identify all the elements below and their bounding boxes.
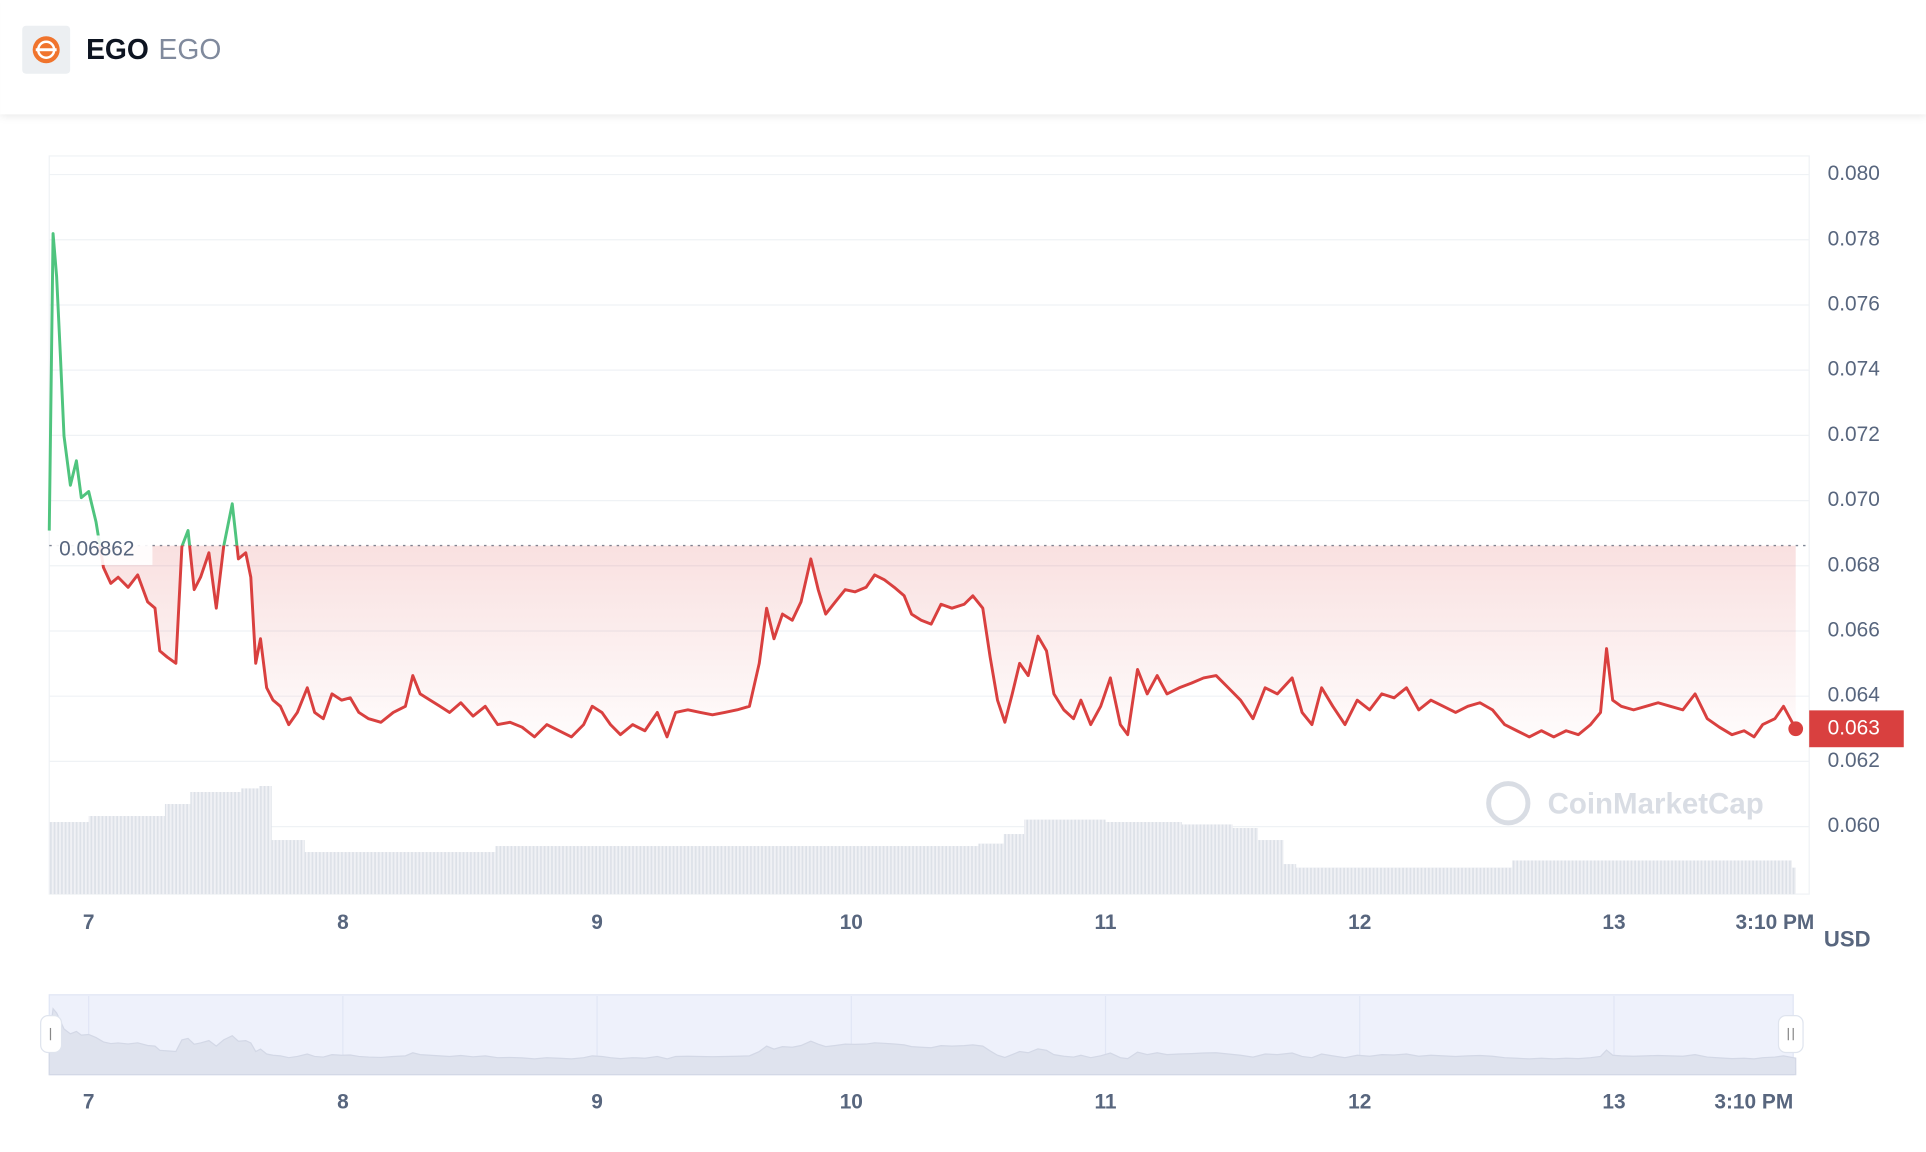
volume-bar-texture [1232,828,1259,895]
y-tick-label: 0.080 [1828,162,1880,185]
volume-bar-texture [978,843,1004,895]
last-point [1788,721,1804,737]
volume-bar-texture [495,846,598,895]
volume-bar-texture [724,846,852,895]
coin-logo-bar [35,48,57,52]
y-tick-label: 0.064 [1828,684,1880,707]
volume-bar-texture [164,804,191,895]
navigator-tick-label: 13 [1602,1090,1625,1113]
volume-bar-texture [1003,834,1025,895]
volume-bar-texture [1359,867,1487,895]
navigator-tick-label: 11 [1094,1090,1116,1113]
volume-bar-texture [1296,867,1360,895]
navigator-tick-label: 9 [591,1090,603,1113]
y-tick-label: 0.078 [1828,227,1880,250]
volume-bar-texture [190,792,242,895]
navigator-tick-label: 10 [840,1090,863,1113]
navigator-tick-label: 8 [337,1090,349,1113]
volume-bar-texture [469,852,496,895]
currency-label: USD [1824,927,1871,952]
x-tick-label: 9 [591,911,603,934]
volume-bar-texture [49,822,89,895]
reference-label-bg [54,535,153,565]
x-tick-label: 10 [840,911,863,934]
price-badge [1809,710,1904,748]
navigator-handle [1777,1015,1804,1054]
y-tick-label: 0.070 [1828,488,1880,511]
price-badge-label: 0.063 [1828,716,1880,739]
volume-bar-texture [1512,860,1614,895]
navigator-tick-label: 12 [1348,1090,1371,1113]
coin-name: EGO [86,33,149,65]
volume-bar-texture [342,852,470,895]
y-tick-label: 0.066 [1828,619,1880,642]
price-area [49,545,1796,737]
x-tick-label: 13 [1602,911,1625,934]
y-tick-label: 0.062 [1828,749,1880,772]
volume-bar-texture [1613,860,1742,895]
volume-bar-texture [88,816,165,895]
volume-bar-texture [241,788,259,895]
volume-bar-texture [1486,867,1513,895]
y-tick-label: 0.074 [1828,358,1880,381]
navigator-tick-label: 7 [83,1090,95,1113]
plot-frame [48,155,1810,895]
price-line [47,232,1797,739]
volume-bar-texture [1283,864,1297,895]
y-tick-label: 0.076 [1828,292,1880,315]
header-bar [0,0,1926,115]
x-tick-label: 11 [1094,911,1116,934]
volume-bar-texture [1791,867,1796,895]
volume-bar-texture [851,846,979,895]
navigator-tick-label: 3:10 PM [1714,1090,1793,1113]
x-tick-label: 7 [83,911,95,934]
watermark-text: CoinMarketCap [1548,787,1764,820]
x-tick-label: 8 [337,911,349,934]
volume-bar-texture [304,852,343,895]
y-tick-label: 0.072 [1828,423,1880,446]
volume-bar-texture [271,840,305,895]
watermark: CoinMarketCap [1486,781,1764,826]
volume-bar-texture [1105,822,1182,895]
coin-symbol: EGO [159,33,222,65]
volume-bar-texture [1741,860,1792,895]
volume-bar-texture [1024,819,1106,895]
volume-bar-texture [597,846,725,895]
x-tick-label: 3:10 PM [1735,911,1814,934]
watermark-logo [1486,781,1531,826]
x-tick-label: 12 [1348,911,1371,934]
volume-bar-texture [1258,840,1284,895]
reference-label: 0.06862 [59,538,134,561]
y-tick-label: 0.068 [1828,553,1880,576]
volume-bar-texture [258,786,272,895]
y-tick-label: 0.060 [1828,814,1880,837]
navigator-area [48,1007,1797,1076]
volume-bar-texture [1181,824,1233,895]
